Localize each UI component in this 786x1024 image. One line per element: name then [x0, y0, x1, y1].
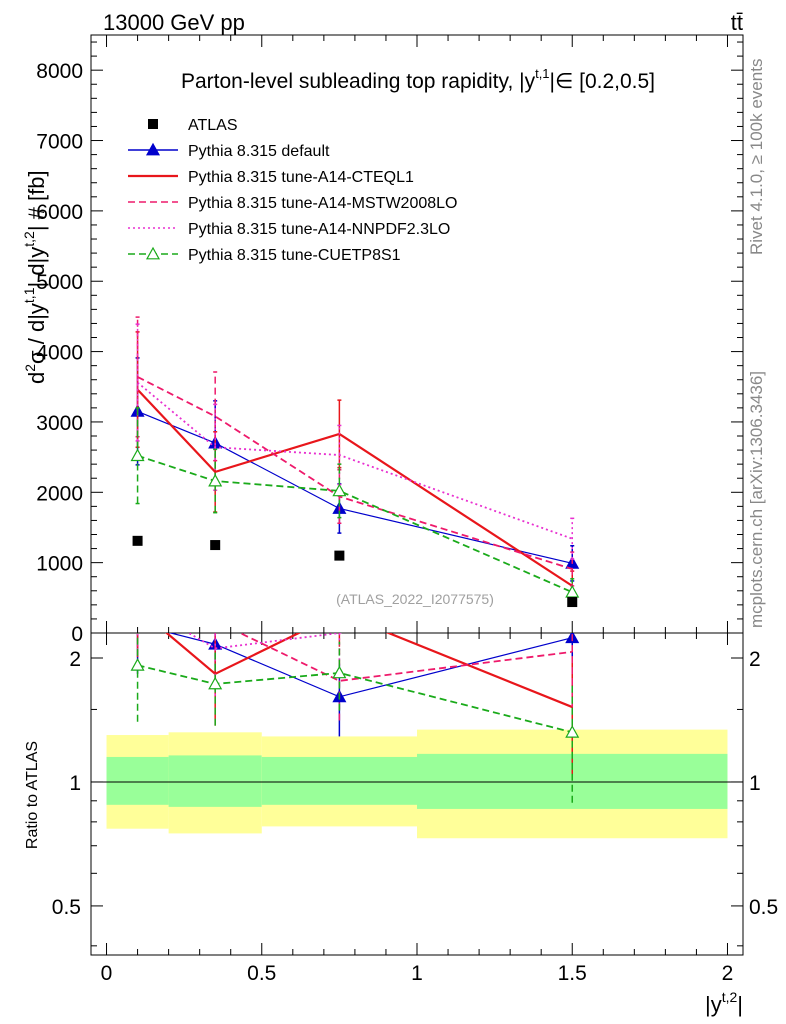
legend-label: Pythia 8.315 tune-A14-CTEQL1 — [188, 169, 414, 186]
ratio-point — [332, 665, 347, 679]
legend-label: Pythia 8.315 tune-A14-NNPDF2.3LO — [188, 221, 450, 238]
legend-label: Pythia 8.315 default — [188, 143, 330, 160]
ratio-y-tick-label: 2 — [69, 648, 81, 671]
main-y-tick-label: 1000 — [36, 553, 83, 576]
main-y-tick-label: 0 — [71, 623, 83, 646]
x-tick-label: 2 — [722, 962, 734, 985]
main-y-ticks: 0 1000 2000 3000 4000 5000 6000 7000 8000 — [36, 41, 743, 646]
main-point — [565, 584, 580, 598]
legend-item-0: Pythia 8.315 default — [128, 142, 330, 160]
main-y-tick-label: 3000 — [36, 412, 83, 435]
ratio-series-3 — [136, 633, 344, 696]
legend-item-3: Pythia 8.315 tune-A14-NNPDF2.3LO — [128, 221, 450, 238]
ratio-y-tick-label-right: 2 — [749, 648, 761, 671]
ratio-series-4 — [130, 633, 580, 803]
atlas-data-point — [210, 540, 221, 551]
main-series-line — [136, 381, 573, 540]
legend-marker — [145, 142, 161, 156]
ratio-uncertainty-bands — [91, 729, 743, 839]
mcplots-label: mcplots.cern.ch [arXiv:1306.3436] — [747, 371, 766, 628]
main-series-layer — [130, 316, 580, 608]
ratio-ticks: 0.5 0.5 1 1 2 2 — [52, 648, 778, 947]
band-inner-0 — [106, 756, 169, 805]
legend-label: Pythia 8.315 tune-A14-MSTW2008LO — [188, 195, 457, 212]
analysis-watermark: (ATLAS_2022_I2077575) — [336, 591, 494, 607]
main-point — [130, 448, 145, 462]
main-y-tick-label: 4000 — [36, 342, 83, 365]
atlas-data — [132, 535, 578, 608]
legend-marker-atlas — [148, 119, 158, 129]
process-label: tt̄ — [731, 10, 743, 35]
ratio-point — [130, 658, 145, 671]
legend-label: ATLAS — [188, 117, 238, 134]
x-tick-label: 1.5 — [558, 962, 587, 985]
main-series-1 — [135, 331, 575, 602]
atlas-data-point — [334, 550, 345, 561]
main-series-2 — [135, 316, 575, 587]
main-point — [332, 483, 347, 497]
legend-label: Pythia 8.315 tune-CUETP8S1 — [188, 247, 401, 264]
ratio-point — [208, 676, 223, 690]
x-tick-label: 1 — [411, 962, 423, 985]
main-point — [208, 473, 223, 487]
main-y-tick-label: 8000 — [36, 60, 83, 83]
x-tick-label: 0 — [101, 962, 113, 985]
ratio-series-line — [238, 633, 573, 682]
legend-item-1: Pythia 8.315 tune-A14-CTEQL1 — [128, 169, 414, 186]
main-y-tick-label: 2000 — [36, 482, 83, 505]
legend: ATLAS Pythia 8.315 default Pythia 8.315 tu… — [128, 117, 457, 264]
ratio-series-line — [168, 633, 573, 698]
atlas-data-point — [132, 535, 143, 546]
plot-title: Parton-level subleading top rapidity, |y… — [181, 66, 655, 93]
ratio-series-line — [165, 633, 573, 709]
band-inner-2 — [261, 756, 417, 805]
legend-marker — [145, 246, 161, 260]
main-y-axis-label: d2σ / d|yt,1| d|yt,2| # [fb] — [21, 170, 49, 384]
ratio-y-tick-label-right: 1 — [749, 772, 761, 795]
ratio-series-layer — [130, 633, 580, 803]
main-y-tick-label: 5000 — [36, 271, 83, 294]
x-axis-label: |yt,2| — [705, 989, 743, 1017]
ratio-y-tick-label: 1 — [69, 772, 81, 795]
main-series-line — [137, 410, 573, 564]
ratio-series-line — [137, 664, 573, 734]
ratio-y-tick-label-right: 0.5 — [749, 896, 778, 919]
ratio-y-tick-label: 0.5 — [52, 896, 81, 919]
main-series-line — [137, 376, 573, 570]
main-y-tick-label: 6000 — [36, 201, 83, 224]
energy-label: 13000 GeV pp — [103, 10, 245, 35]
band-inner-1 — [168, 755, 262, 807]
main-series-0 — [130, 357, 580, 582]
atlas-data-point — [567, 597, 578, 608]
rivet-label: Rivet 4.1.0, ≥ 100k events — [747, 59, 766, 255]
legend-item-4: Pythia 8.315 tune-CUETP8S1 — [128, 246, 401, 264]
legend-item-2: Pythia 8.315 tune-A14-MSTW2008LO — [128, 195, 457, 212]
ratio-y-axis-label: Ratio to ATLAS — [24, 741, 41, 849]
main-series-line — [137, 454, 573, 594]
main-series-line — [136, 388, 573, 587]
x-tick-label: 0.5 — [247, 962, 276, 985]
ratio-point — [565, 725, 580, 738]
main-y-tick-label: 7000 — [36, 131, 83, 154]
main-series-3 — [135, 323, 575, 560]
main-series-4 — [130, 407, 580, 607]
legend-item-atlas: ATLAS — [148, 117, 238, 134]
x-ticks: 0 0.5 1 1.5 2 — [101, 35, 734, 985]
